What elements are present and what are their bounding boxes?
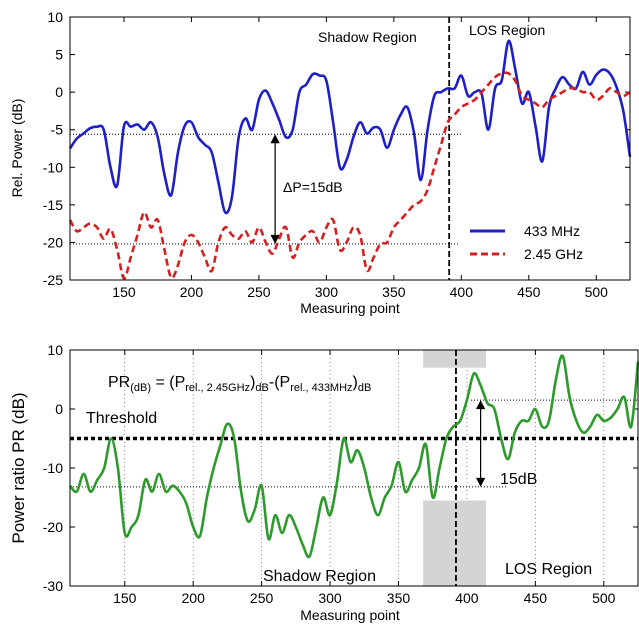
top-y-tick-label: -10 xyxy=(43,159,63,175)
bottom-15db-arrowhead-down xyxy=(475,477,486,487)
bottom-x-tick-label: 350 xyxy=(387,590,411,606)
bottom-x-tick-label: 300 xyxy=(318,590,342,606)
bottom-x-tick-label: 200 xyxy=(182,590,206,606)
top-legend-box xyxy=(460,216,615,271)
top-x-tick-label: 200 xyxy=(180,284,204,300)
top-x-tick-label: 500 xyxy=(585,284,609,300)
legend-433-label: 433 MHz xyxy=(524,223,580,239)
top-los-label: LOS Region xyxy=(469,22,545,38)
bottom-x-tick-label: 150 xyxy=(113,590,137,606)
bottom-plot-frame xyxy=(69,349,639,587)
bottom-y-tick-label: 10 xyxy=(47,342,63,358)
top-y-tick-label: 0 xyxy=(55,84,63,100)
top-deltap-label: ΔP=15dB xyxy=(283,179,343,195)
bottom-15db-label: 15dB xyxy=(500,471,537,488)
top-series-line-2 xyxy=(68,71,631,280)
top-deltap-arrowhead-down xyxy=(270,234,280,244)
bottom-y-tick-label: 0 xyxy=(55,401,63,417)
top-legend: 433 MHz 2.45 GHz xyxy=(460,216,615,271)
top-x-tick-label: 350 xyxy=(382,284,406,300)
top-x-axis-label: Measuring point xyxy=(300,300,400,316)
bottom-x-tick-label: 500 xyxy=(592,590,616,606)
top-x-tick-label: 300 xyxy=(315,284,339,300)
formula-label: PR(dB) = (Prel., 2.45GHz)dB-(Prel., 433M… xyxy=(108,374,371,394)
top-x-tick-label: 150 xyxy=(112,284,136,300)
bottom-shadow-label: Shadow Region xyxy=(263,568,376,585)
top-x-tick-label: 250 xyxy=(247,284,271,300)
top-y-tick-label: 5 xyxy=(55,47,63,63)
top-series-line-1 xyxy=(68,39,632,215)
bottom-y-tick-label: -30 xyxy=(43,578,63,594)
top-plot-frame xyxy=(69,16,631,281)
bottom-y-tick-label: -20 xyxy=(43,519,63,535)
top-deltap-arrowhead-up xyxy=(270,134,280,144)
bottom-y-axis-label: Power ratio PR (dB) xyxy=(9,392,28,543)
top-y-tick-label: 10 xyxy=(47,9,63,25)
bottom-x-axis-label: Measuring point xyxy=(300,607,400,623)
bottom-y-tick-label: -10 xyxy=(43,460,63,476)
bottom-x-tick-label: 250 xyxy=(250,590,274,606)
top-x-tick-label: 450 xyxy=(517,284,541,300)
bottom-chart: 150 200 250 300 350 400 450 500 -30 -20 -10 0 10 PR(… xyxy=(9,342,639,623)
top-shadow-label: Shadow Region xyxy=(318,29,417,45)
bottom-los-label: LOS Region xyxy=(505,561,592,578)
legend-245-label: 2.45 GHz xyxy=(524,246,583,262)
bottom-series-group xyxy=(69,354,639,559)
top-y-axis-label: Rel. Power (dB) xyxy=(9,99,25,198)
top-series-group xyxy=(68,39,632,280)
bottom-axis-ticks: 150 200 250 300 350 400 450 500 -30 -20 -10 0 10 xyxy=(43,342,638,606)
top-x-tick-label: 400 xyxy=(450,284,474,300)
bottom-x-tick-label: 450 xyxy=(524,590,548,606)
top-y-tick-label: -5 xyxy=(51,122,64,138)
bottom-series-line-1 xyxy=(69,354,639,559)
bottom-15db-arrowhead-up xyxy=(475,400,486,410)
top-chart: 150 200 250 300 350 400 450 500 -25 -20 -15 -10 -5 0 5… xyxy=(9,9,632,316)
top-y-tick-label: -15 xyxy=(43,197,63,213)
top-axis-ticks: 150 200 250 300 350 400 450 500 -25 -20 -15 -10 -5 0 5… xyxy=(43,9,630,300)
threshold-label: Threshold xyxy=(86,410,157,427)
bottom-x-tick-label: 400 xyxy=(455,590,479,606)
top-y-tick-label: -25 xyxy=(43,272,63,288)
shaded-band-bottom xyxy=(423,500,487,586)
shaded-band-top xyxy=(423,350,487,368)
top-y-tick-label: -20 xyxy=(43,234,63,250)
